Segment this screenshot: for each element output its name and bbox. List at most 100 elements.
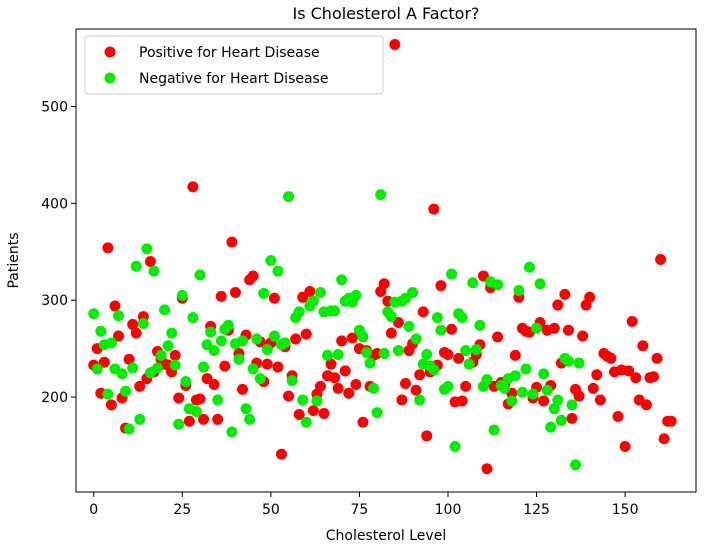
point-negative-137 xyxy=(573,357,585,369)
point-positive-150 xyxy=(619,440,631,452)
point-positive-82 xyxy=(378,278,390,290)
point-negative-62 xyxy=(307,295,319,307)
point-negative-11 xyxy=(127,362,139,374)
point-positive-16 xyxy=(144,255,156,267)
point-positive-103 xyxy=(453,352,465,364)
point-negative-42 xyxy=(237,335,249,347)
point-positive-84 xyxy=(385,327,397,339)
point-negative-35 xyxy=(212,394,224,406)
point-positive-158 xyxy=(647,371,659,383)
chart-title: Is Cholesterol A Factor? xyxy=(292,4,479,23)
point-positive-153 xyxy=(630,372,642,384)
point-negative-30 xyxy=(194,269,206,281)
y-axis: 200 300 400 500 xyxy=(41,99,76,406)
point-negative-97 xyxy=(431,312,443,324)
y-tick-label: 200 xyxy=(41,390,68,406)
x-tick-label: 50 xyxy=(262,502,280,518)
point-positive-34 xyxy=(208,378,220,390)
point-negative-24 xyxy=(173,418,185,430)
point-positive-146 xyxy=(605,352,617,364)
point-negative-56 xyxy=(286,375,298,387)
x-tick-label: 100 xyxy=(435,502,462,518)
point-positive-143 xyxy=(594,394,606,406)
point-positive-135 xyxy=(566,412,578,424)
legend-box xyxy=(84,35,384,95)
point-positive-72 xyxy=(343,387,355,399)
legend-marker xyxy=(104,46,116,58)
point-negative-135 xyxy=(566,399,578,411)
point-negative-58 xyxy=(293,306,305,318)
point-positive-24 xyxy=(173,392,185,404)
point-negative-105 xyxy=(460,345,472,357)
point-negative-46 xyxy=(251,333,263,345)
point-positive-101 xyxy=(446,323,458,335)
point-positive-36 xyxy=(215,290,227,302)
point-positive-49 xyxy=(261,358,273,370)
point-negative-20 xyxy=(159,304,171,316)
point-positive-28 xyxy=(187,181,199,193)
point-positive-94 xyxy=(421,430,433,442)
point-positive-42 xyxy=(237,383,249,395)
point-positive-4 xyxy=(102,242,114,254)
point-positive-114 xyxy=(492,331,504,343)
point-negative-124 xyxy=(527,388,539,400)
point-positive-73 xyxy=(346,332,358,344)
point-negative-100 xyxy=(442,380,454,392)
point-negative-130 xyxy=(548,403,560,415)
point-negative-60 xyxy=(300,416,312,428)
point-positive-70 xyxy=(336,335,348,347)
x-tick-label: 150 xyxy=(612,502,639,518)
point-positive-148 xyxy=(612,410,624,422)
point-negative-38 xyxy=(222,319,234,331)
point-positive-68 xyxy=(329,372,341,384)
point-negative-70 xyxy=(336,274,348,286)
point-negative-26 xyxy=(180,376,192,388)
point-negative-92 xyxy=(414,394,426,406)
point-positive-27 xyxy=(183,415,195,427)
point-positive-160 xyxy=(655,254,667,266)
y-tick-label: 500 xyxy=(41,99,68,115)
point-positive-137 xyxy=(573,390,585,402)
point-negative-59 xyxy=(297,394,309,406)
point-positive-45 xyxy=(247,270,259,282)
point-negative-51 xyxy=(268,330,280,342)
point-negative-36 xyxy=(215,335,227,347)
point-positive-133 xyxy=(559,288,571,300)
point-negative-28 xyxy=(187,312,199,324)
point-positive-163 xyxy=(665,415,677,427)
point-positive-31 xyxy=(198,413,210,425)
point-positive-151 xyxy=(623,365,635,377)
point-negative-134 xyxy=(562,355,574,367)
point-negative-5 xyxy=(105,337,117,349)
point-positive-91 xyxy=(410,384,422,396)
point-negative-0 xyxy=(88,308,100,320)
point-negative-94 xyxy=(421,348,433,360)
legend-label: Positive for Heart Disease xyxy=(139,45,320,61)
x-axis: 0 25 50 75 100 125 150 xyxy=(89,492,639,518)
point-negative-55 xyxy=(283,191,295,203)
point-positive-57 xyxy=(290,333,302,345)
y-axis-label: Patients xyxy=(6,232,22,288)
point-positive-10 xyxy=(123,353,135,365)
point-negative-122 xyxy=(520,363,532,375)
point-positive-98 xyxy=(435,280,447,292)
point-negative-29 xyxy=(190,406,202,418)
point-negative-114 xyxy=(492,279,504,291)
point-negative-44 xyxy=(244,413,256,425)
point-negative-13 xyxy=(134,413,146,425)
point-positive-53 xyxy=(275,448,287,460)
point-negative-86 xyxy=(392,345,404,357)
point-negative-34 xyxy=(208,345,220,357)
point-negative-4 xyxy=(102,388,114,400)
point-negative-64 xyxy=(314,286,326,298)
point-positive-87 xyxy=(396,394,408,406)
x-tick-label: 0 xyxy=(89,502,98,518)
point-positive-155 xyxy=(637,340,649,352)
point-positive-92 xyxy=(414,369,426,381)
point-positive-85 xyxy=(389,39,401,50)
point-positive-130 xyxy=(548,322,560,334)
point-negative-101 xyxy=(446,268,458,280)
point-negative-132 xyxy=(555,414,567,426)
